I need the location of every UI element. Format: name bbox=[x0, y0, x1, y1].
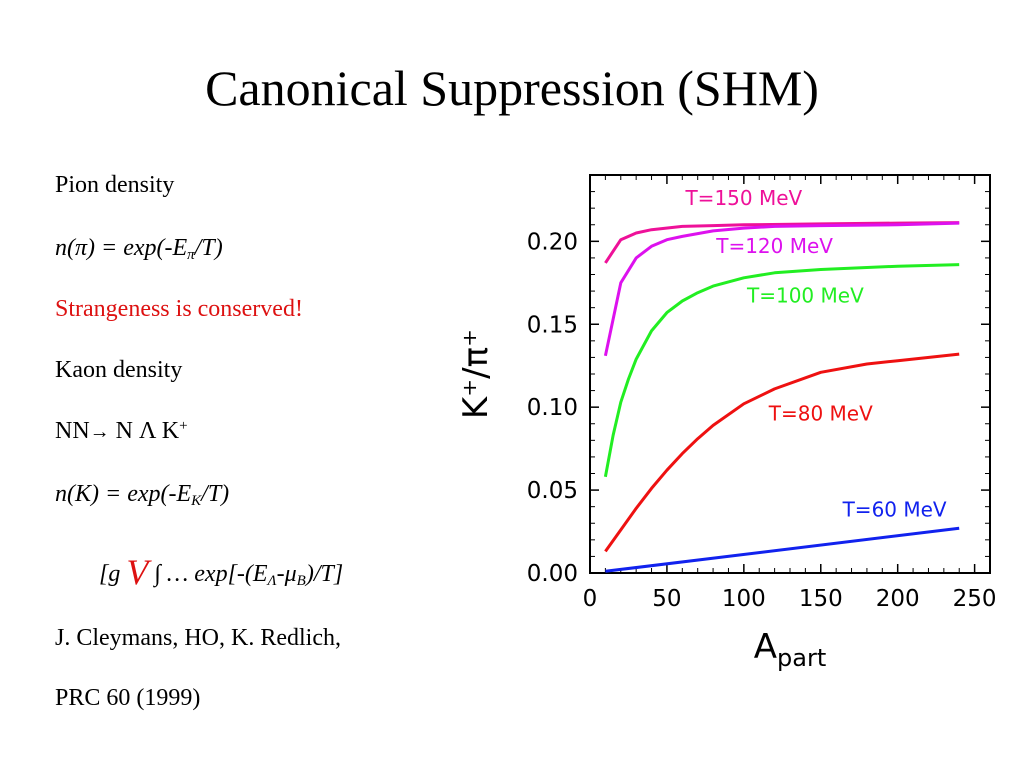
pion-formula-end: /T) bbox=[194, 235, 223, 261]
series-line-2 bbox=[603, 263, 960, 478]
series-label-4: T=60 MeV bbox=[842, 498, 947, 522]
integral-mu: -μ bbox=[276, 561, 297, 587]
integral-subscript-b: B bbox=[296, 573, 306, 589]
series-line-4 bbox=[605, 526, 960, 573]
series-label-2: T=100 MeV bbox=[746, 284, 864, 308]
series-line-0 bbox=[604, 221, 960, 264]
integral-close: )/T] bbox=[305, 561, 344, 587]
x-tick-label: 0 bbox=[583, 586, 598, 612]
integral-subscript-lambda: Λ bbox=[267, 573, 277, 589]
reaction-arrow-icon: → bbox=[89, 421, 110, 443]
kaon-formula: n(K) = exp(-EK/T) bbox=[55, 478, 229, 510]
pion-formula: n(π) = exp(-Eπ/T) bbox=[55, 232, 223, 264]
volume-symbol: V bbox=[126, 552, 149, 592]
kaon-formula-subscript: K bbox=[191, 493, 202, 509]
y-tick-label: 0.20 bbox=[527, 229, 578, 255]
x-axis-label-sub: part bbox=[777, 644, 826, 672]
integral-formula: [g V ∫ … exp[-(EΛ-μB)/T] bbox=[99, 554, 344, 590]
series-label-3: T=80 MeV bbox=[768, 401, 873, 425]
series-label-1: T=120 MeV bbox=[715, 234, 833, 258]
pion-formula-subscript: π bbox=[187, 247, 195, 263]
slide-title: Canonical Suppression (SHM) bbox=[205, 60, 819, 116]
reaction-equation: NN→ N Λ K+ bbox=[55, 415, 188, 448]
reaction-lhs: NN bbox=[55, 418, 90, 444]
x-tick-label: 250 bbox=[953, 586, 997, 612]
x-tick-label: 150 bbox=[799, 586, 843, 612]
integral-body: ∫ … exp[-(E bbox=[148, 561, 268, 587]
series-line-3 bbox=[604, 352, 960, 553]
y-tick-label: 0.00 bbox=[527, 561, 578, 587]
reaction-rhs: N Λ K bbox=[109, 418, 180, 444]
reaction-superscript: + bbox=[179, 418, 188, 434]
pion-heading: Pion density bbox=[55, 172, 175, 198]
kaon-heading: Kaon density bbox=[55, 357, 183, 383]
series-label-0: T=150 MeV bbox=[684, 186, 802, 210]
x-tick-label: 100 bbox=[722, 586, 766, 612]
citation-journal: PRC 60 (1999) bbox=[55, 685, 201, 711]
series-line-1 bbox=[603, 221, 960, 357]
x-axis-label: Apart bbox=[754, 627, 826, 672]
y-axis-label: K⁺/π⁺ bbox=[456, 329, 496, 419]
kaon-formula-end: /T) bbox=[201, 481, 230, 507]
conservation-note: Strangeness is conserved! bbox=[55, 296, 303, 322]
y-tick-label: 0.10 bbox=[527, 395, 578, 421]
y-tick-label: 0.15 bbox=[527, 312, 578, 338]
kaon-formula-main: n(K) = exp(-E bbox=[55, 481, 192, 507]
citation-authors: J. Cleymans, HO, K. Redlich, bbox=[55, 625, 341, 651]
ratio-chart: 0 50 100 150 200 250 0.00 0.05 0.10 0.15 0.20 T=15… bbox=[456, 174, 997, 672]
integral-open: [g bbox=[99, 561, 127, 587]
x-tick-label: 50 bbox=[652, 586, 681, 612]
x-axis-label-main: A bbox=[754, 627, 777, 667]
x-tick-label: 200 bbox=[876, 586, 920, 612]
y-tick-label: 0.05 bbox=[527, 478, 578, 504]
pion-formula-main: n(π) = exp(-E bbox=[55, 235, 188, 261]
